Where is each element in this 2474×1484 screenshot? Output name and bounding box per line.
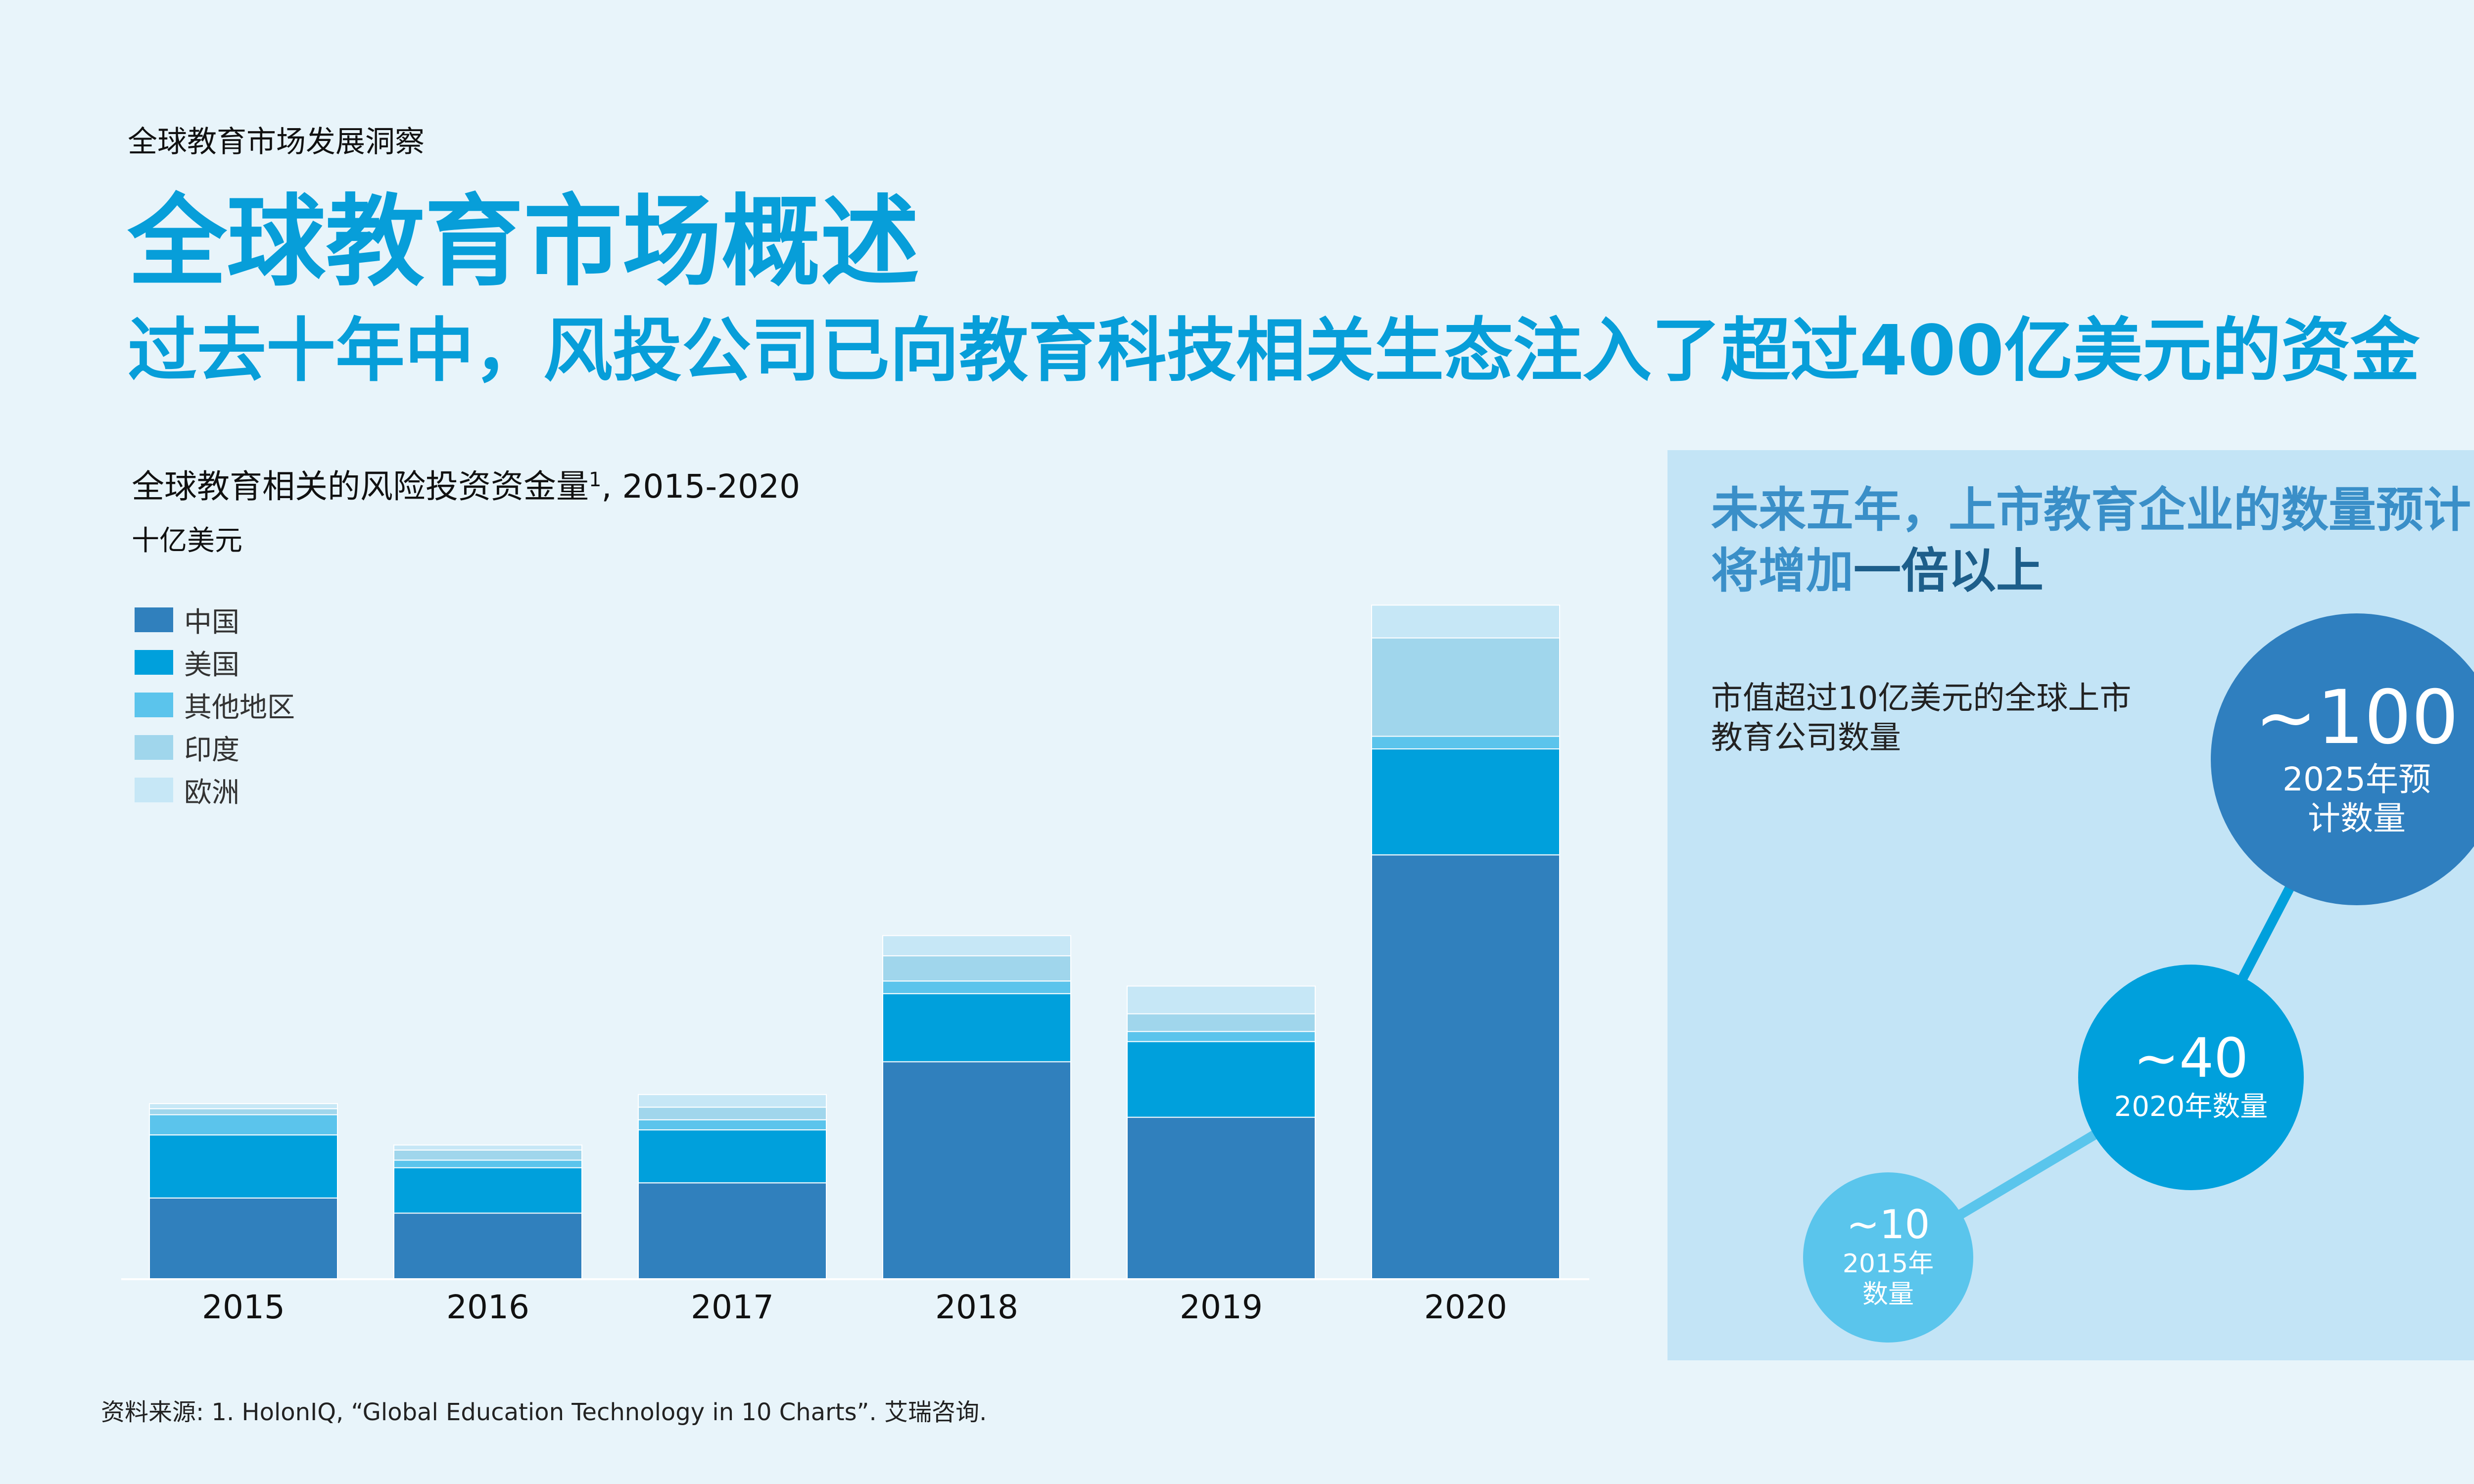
bar-segment-2015-1 [149, 1134, 338, 1199]
x-tick-label: 2019 [1180, 1288, 1263, 1326]
chart-unit-label: 十亿美元 [132, 525, 242, 557]
chart-title-suffix: , 2015-2020 [601, 467, 801, 506]
legend-label: 印度 [184, 734, 239, 766]
page-subtitle: 过去十年中，风投公司已向教育科技相关生态注入了超过400亿美元的资金 [128, 311, 2420, 391]
bubble-value: ~100 [2255, 674, 2459, 761]
chart-title-text: 全球教育相关的风险投资资金量 [132, 467, 589, 506]
bubble-label: 2015年数量 [1842, 1249, 1934, 1309]
panel-heading: 未来五年，上市教育企业的数量预计将增加一倍以上 [1711, 480, 2474, 602]
legend-item-china: 中国 [135, 599, 295, 641]
bubble-value: ~40 [2133, 1026, 2249, 1090]
legend-swatch [135, 693, 173, 717]
legend-item-us: 美国 [135, 641, 295, 684]
bubble-label: 2025年预计数量 [2283, 760, 2431, 837]
x-tick-label: 2018 [935, 1288, 1018, 1326]
bar-segment-2020-1 [1371, 748, 1560, 856]
chart-legend: 中国 美国 其他地区 印度 欧洲 [135, 599, 295, 811]
bar-segment-2019-3 [1127, 1013, 1316, 1032]
legend-label: 其他地区 [184, 691, 295, 724]
bubble-2020: ~40 2020年数量 [2078, 965, 2304, 1190]
legend-label: 中国 [184, 606, 239, 639]
bubble-value: ~10 [1846, 1201, 1930, 1248]
bar-segment-2018-1 [882, 993, 1071, 1063]
eyebrow-label: 全球教育市场发展洞察 [128, 125, 425, 159]
page-title: 全球教育市场概述 [128, 185, 920, 300]
bar-segment-2019-4 [1127, 985, 1316, 1015]
legend-item-india: 印度 [135, 726, 295, 769]
bar-segment-2015-2 [149, 1114, 338, 1136]
legend-label: 欧洲 [184, 776, 239, 809]
bar-segment-2017-3 [638, 1107, 827, 1120]
bar-segment-2016-4 [393, 1144, 582, 1151]
stacked-bar-chart: 2015 2016 2017 2018 2019 2020 [121, 604, 1589, 1326]
bar-segment-2015-4 [149, 1103, 338, 1110]
chart-title-footnote: 1 [589, 468, 602, 491]
legend-swatch [135, 650, 173, 675]
bar-segment-2015-0 [149, 1197, 338, 1280]
panel-heading-emphasis: 一倍以上 [1854, 543, 2044, 599]
bar-segment-2020-4 [1371, 604, 1560, 639]
bar-segment-2019-1 [1127, 1041, 1316, 1118]
legend-item-other: 其他地区 [135, 684, 295, 726]
bar-segment-2017-0 [638, 1182, 827, 1279]
bar-segment-2020-2 [1371, 736, 1560, 749]
bar-segment-2016-0 [393, 1212, 582, 1279]
bar-segment-2018-4 [882, 935, 1071, 957]
legend-swatch [135, 778, 173, 802]
legend-swatch [135, 735, 173, 760]
legend-label: 美国 [184, 649, 239, 681]
legend-swatch [135, 607, 173, 632]
x-tick-label: 2016 [446, 1288, 529, 1326]
panel-heading-main: 未来五年，上市教育企业的数量预计将增加 [1711, 482, 2471, 599]
bubble-label: 2020年数量 [2114, 1091, 2268, 1123]
chart-title: 全球教育相关的风险投资资金量1, 2015-2020 [132, 460, 800, 508]
bar-segment-2016-1 [393, 1167, 582, 1214]
source-footnote: 资料来源: 1. HolonIQ, “Global Education Tech… [101, 1398, 987, 1426]
bubble-2025-forecast: ~100 2025年预计数量 [2211, 613, 2474, 905]
x-tick-label: 2017 [691, 1288, 774, 1326]
bar-segment-2017-4 [638, 1094, 827, 1108]
panel-description: 市值超过10亿美元的全球上市教育公司数量 [1711, 680, 2132, 756]
bar-segment-2019-0 [1127, 1116, 1316, 1280]
x-tick-label: 2015 [202, 1288, 285, 1326]
bar-segment-2020-3 [1371, 637, 1560, 737]
forecast-panel [1667, 450, 2474, 1360]
bar-segment-2018-0 [882, 1061, 1071, 1279]
bar-segment-2018-2 [882, 980, 1071, 994]
x-tick-label: 2020 [1424, 1288, 1507, 1326]
bar-segment-2020-0 [1371, 854, 1560, 1279]
legend-item-europe: 欧洲 [135, 769, 295, 811]
bubble-2015: ~10 2015年数量 [1803, 1172, 1973, 1343]
